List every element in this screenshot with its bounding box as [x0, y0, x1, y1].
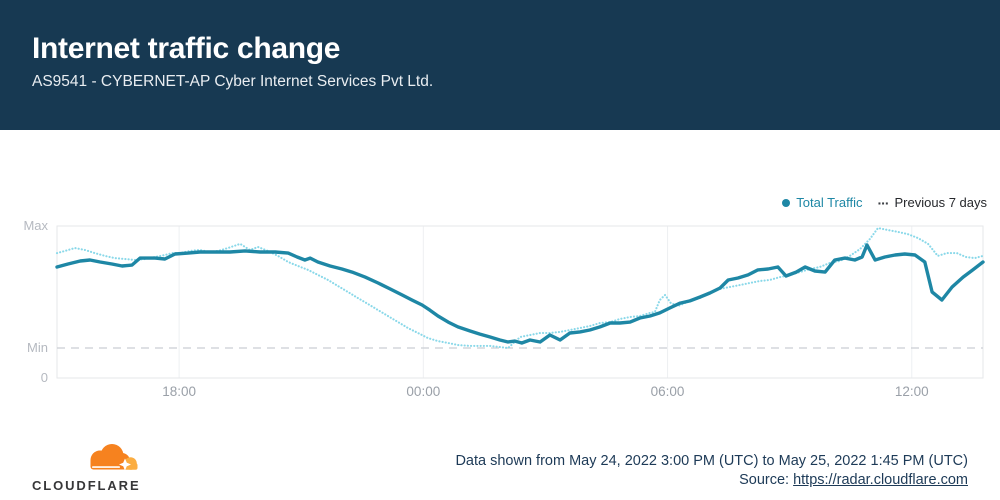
source-line: Source: https://radar.cloudflare.com	[455, 471, 968, 490]
asn-subtitle: AS9541 - CYBERNET-AP Cyber Internet Serv…	[32, 73, 434, 90]
x-axis-labels: 18:00 00:00 06:00 12:00	[0, 384, 1000, 402]
data-range-text: Data shown from May 24, 2022 3:00 PM (UT…	[455, 453, 968, 469]
cloudflare-wordmark: CLOUDFLARE	[32, 478, 141, 493]
total-traffic-dot-icon	[782, 198, 791, 207]
x-tick-label: 00:00	[406, 384, 441, 399]
gridlines	[178, 226, 913, 378]
chart-legend: Total Traffic ··· Previous 7 days	[782, 195, 987, 210]
report-header: Internet traffic change AS9541 - CYBERNE…	[0, 0, 1000, 130]
legend-item-total-traffic[interactable]: Total Traffic	[782, 195, 863, 210]
cloudflare-cloud-icon	[90, 444, 138, 471]
legend-label-previous-7-days: Previous 7 days	[894, 195, 988, 210]
source-link[interactable]: https://radar.cloudflare.com	[793, 472, 968, 488]
footer-attribution: Data shown from May 24, 2022 3:00 PM (UT…	[455, 452, 968, 490]
source-label: Source:	[739, 472, 790, 488]
series-lines	[55, 226, 985, 350]
legend-label-total-traffic: Total Traffic	[796, 195, 863, 210]
dotted-line-marker-icon: ···	[877, 194, 890, 211]
page-title: Internet traffic change	[32, 32, 341, 65]
y-axis-label-max: Max	[23, 218, 48, 233]
y-axis-label-zero: 0	[40, 370, 48, 385]
x-tick-label: 18:00	[162, 384, 196, 399]
series-line-dotted	[55, 226, 985, 350]
traffic-chart-svg	[55, 225, 985, 379]
x-tick-label: 12:00	[894, 384, 929, 399]
x-tick-label: 06:00	[650, 384, 685, 399]
series-line-solid	[55, 243, 985, 345]
plot-border	[56, 225, 984, 379]
y-axis-label-min: Min	[27, 340, 48, 355]
legend-item-previous-7-days[interactable]: ··· Previous 7 days	[878, 195, 988, 210]
cloudflare-logo: CLOUDFLARE	[32, 443, 142, 493]
